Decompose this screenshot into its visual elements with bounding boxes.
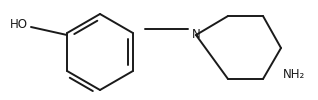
Text: HO: HO	[10, 18, 28, 30]
Text: NH₂: NH₂	[283, 68, 305, 80]
Text: N: N	[192, 28, 200, 42]
